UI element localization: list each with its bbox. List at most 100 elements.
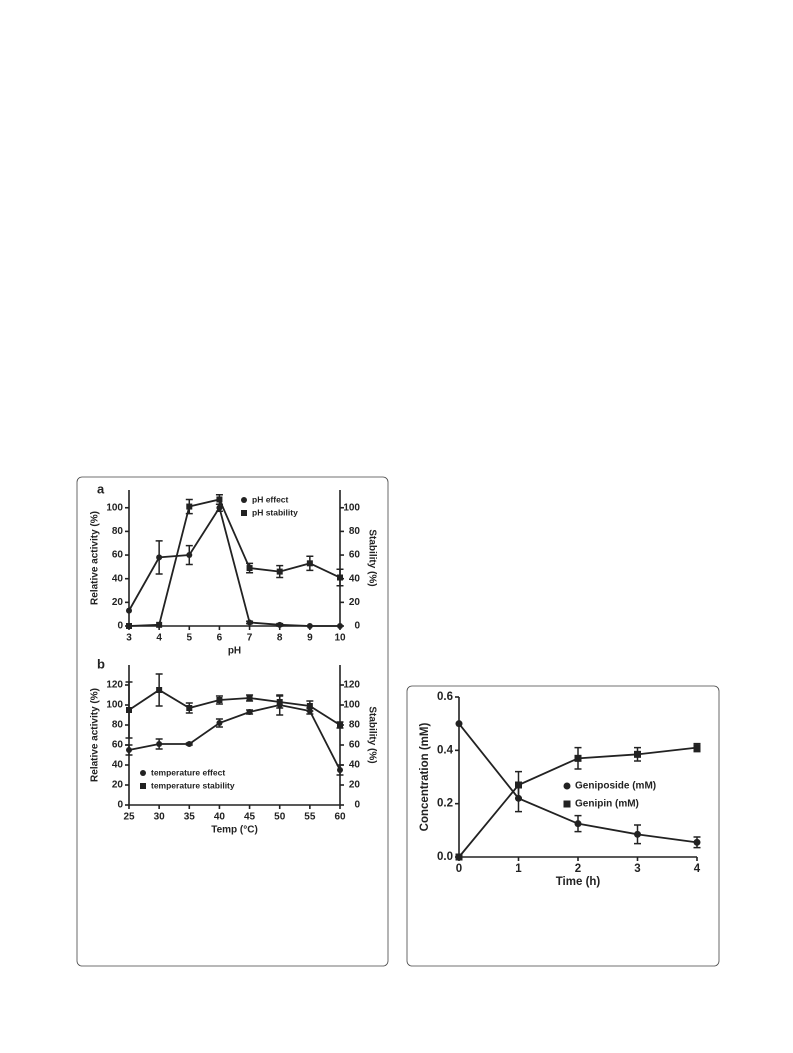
chart: 25 30 35 40 45 50 55 60 0 20 40 60 80 100 120 0 20 40 60 80… (90, 656, 378, 835)
y2-tick-label: 60 (349, 740, 361, 751)
panel-label: b (97, 656, 105, 671)
marker (574, 820, 582, 828)
x-tick-label: 60 (334, 812, 346, 823)
x-tick-label: 9 (307, 633, 313, 644)
marker (337, 623, 343, 629)
panel-label: a (97, 481, 105, 496)
marker (455, 720, 463, 728)
x-tick-label: 50 (274, 812, 286, 823)
y-tick-label: 40 (112, 573, 124, 584)
legend-marker (140, 783, 146, 789)
legend-marker (241, 510, 247, 516)
y-tick-label: 0.2 (437, 798, 453, 810)
marker (156, 554, 163, 561)
y2-tick-label: 60 (349, 550, 361, 561)
y-tick-label: 20 (112, 780, 124, 791)
marker (126, 623, 132, 629)
y2-tick-label: 100 (343, 502, 360, 513)
chart: 3 4 5 6 7 8 9 10020406080100020406080100pHRelat… (90, 481, 378, 656)
x-tick-label: 35 (184, 812, 196, 823)
x-tick-label: 55 (304, 812, 316, 823)
y-tick-label: 120 (106, 680, 123, 691)
legend-label: temperature effect (151, 767, 225, 777)
legend-label: Genipin (mM) (575, 799, 639, 810)
y2-tick-label: 40 (349, 573, 361, 584)
panel-frame (76, 476, 389, 967)
marker (126, 747, 132, 753)
marker (126, 707, 132, 713)
marker (455, 853, 463, 861)
marker (246, 695, 253, 701)
marker (337, 767, 343, 773)
marker (246, 565, 253, 572)
x-tick-label: 4 (694, 863, 701, 875)
marker (515, 781, 522, 789)
y-tick-label: 80 (112, 526, 124, 537)
marker (216, 504, 223, 511)
y-axis-label: Concentration (mM) (419, 723, 431, 832)
x-tick-label: 7 (247, 633, 253, 644)
y-tick-label: 100 (106, 700, 123, 711)
legend-label: Geniposide (mM) (575, 781, 656, 792)
marker (156, 687, 163, 693)
y-tick-label: 100 (106, 502, 123, 513)
y2-tick-label: 80 (349, 526, 361, 537)
marker (246, 619, 253, 626)
marker (246, 709, 253, 715)
y-tick-label: 0.4 (437, 744, 454, 756)
y-tick-label: 0 (117, 621, 123, 632)
marker (216, 720, 223, 726)
y2-tick-label: 40 (349, 760, 361, 771)
x-tick-label: 3 (634, 863, 640, 875)
legend-marker (563, 782, 571, 790)
y2-tick-label: 120 (343, 680, 360, 691)
y2-axis-label: Stability (%) (366, 706, 377, 763)
marker (337, 574, 343, 581)
x-tick-label: 10 (334, 633, 346, 644)
legend-label: pH stability (252, 507, 298, 517)
marker (186, 705, 193, 711)
legend-label: temperature stability (151, 780, 235, 790)
marker (306, 703, 313, 709)
y2-tick-label: 100 (343, 700, 360, 711)
marker (156, 741, 163, 747)
series-line (128, 498, 341, 627)
y-tick-label: 60 (112, 550, 124, 561)
x-tick-label: 5 (187, 633, 193, 644)
y-axis-label: Relative activity (%) (90, 511, 101, 605)
x-axis-label: Time (h) (556, 876, 601, 888)
series-line (128, 505, 340, 627)
marker (276, 568, 283, 575)
y2-tick-label: 80 (349, 720, 361, 731)
marker (126, 607, 132, 614)
y2-tick-label: 20 (349, 780, 361, 791)
y2-tick-label: 0 (354, 800, 360, 811)
y-axis-label: Relative activity (%) (90, 688, 101, 782)
x-tick-label: 45 (244, 812, 256, 823)
x-tick-label: 3 (126, 633, 132, 644)
y-tick-label: 60 (112, 740, 124, 751)
marker (634, 750, 641, 758)
marker (276, 699, 283, 705)
legend-marker (140, 770, 146, 776)
marker (186, 552, 193, 559)
x-tick-label: 1 (515, 863, 522, 875)
x-tick-label: 8 (277, 633, 283, 644)
chart: 0 1 2 3 4 0.0 0.2 0.4 0.6 Time (h) Concentration (… (419, 691, 701, 888)
x-axis-label: Temp (°C) (211, 825, 258, 836)
legend-label: pH effect (252, 494, 289, 504)
marker (574, 754, 582, 762)
y2-axis-label: Stability (%) (366, 529, 377, 586)
y2-tick-label: 0 (354, 621, 360, 632)
marker (156, 621, 163, 628)
marker (186, 503, 193, 510)
y-tick-label: 0 (117, 800, 123, 811)
y-tick-label: 0.0 (437, 851, 453, 863)
series-line (128, 688, 341, 726)
marker (693, 838, 701, 846)
x-tick-label: 0 (456, 863, 462, 875)
series-line (128, 704, 341, 771)
marker (306, 623, 313, 629)
x-tick-label: 2 (575, 863, 581, 875)
